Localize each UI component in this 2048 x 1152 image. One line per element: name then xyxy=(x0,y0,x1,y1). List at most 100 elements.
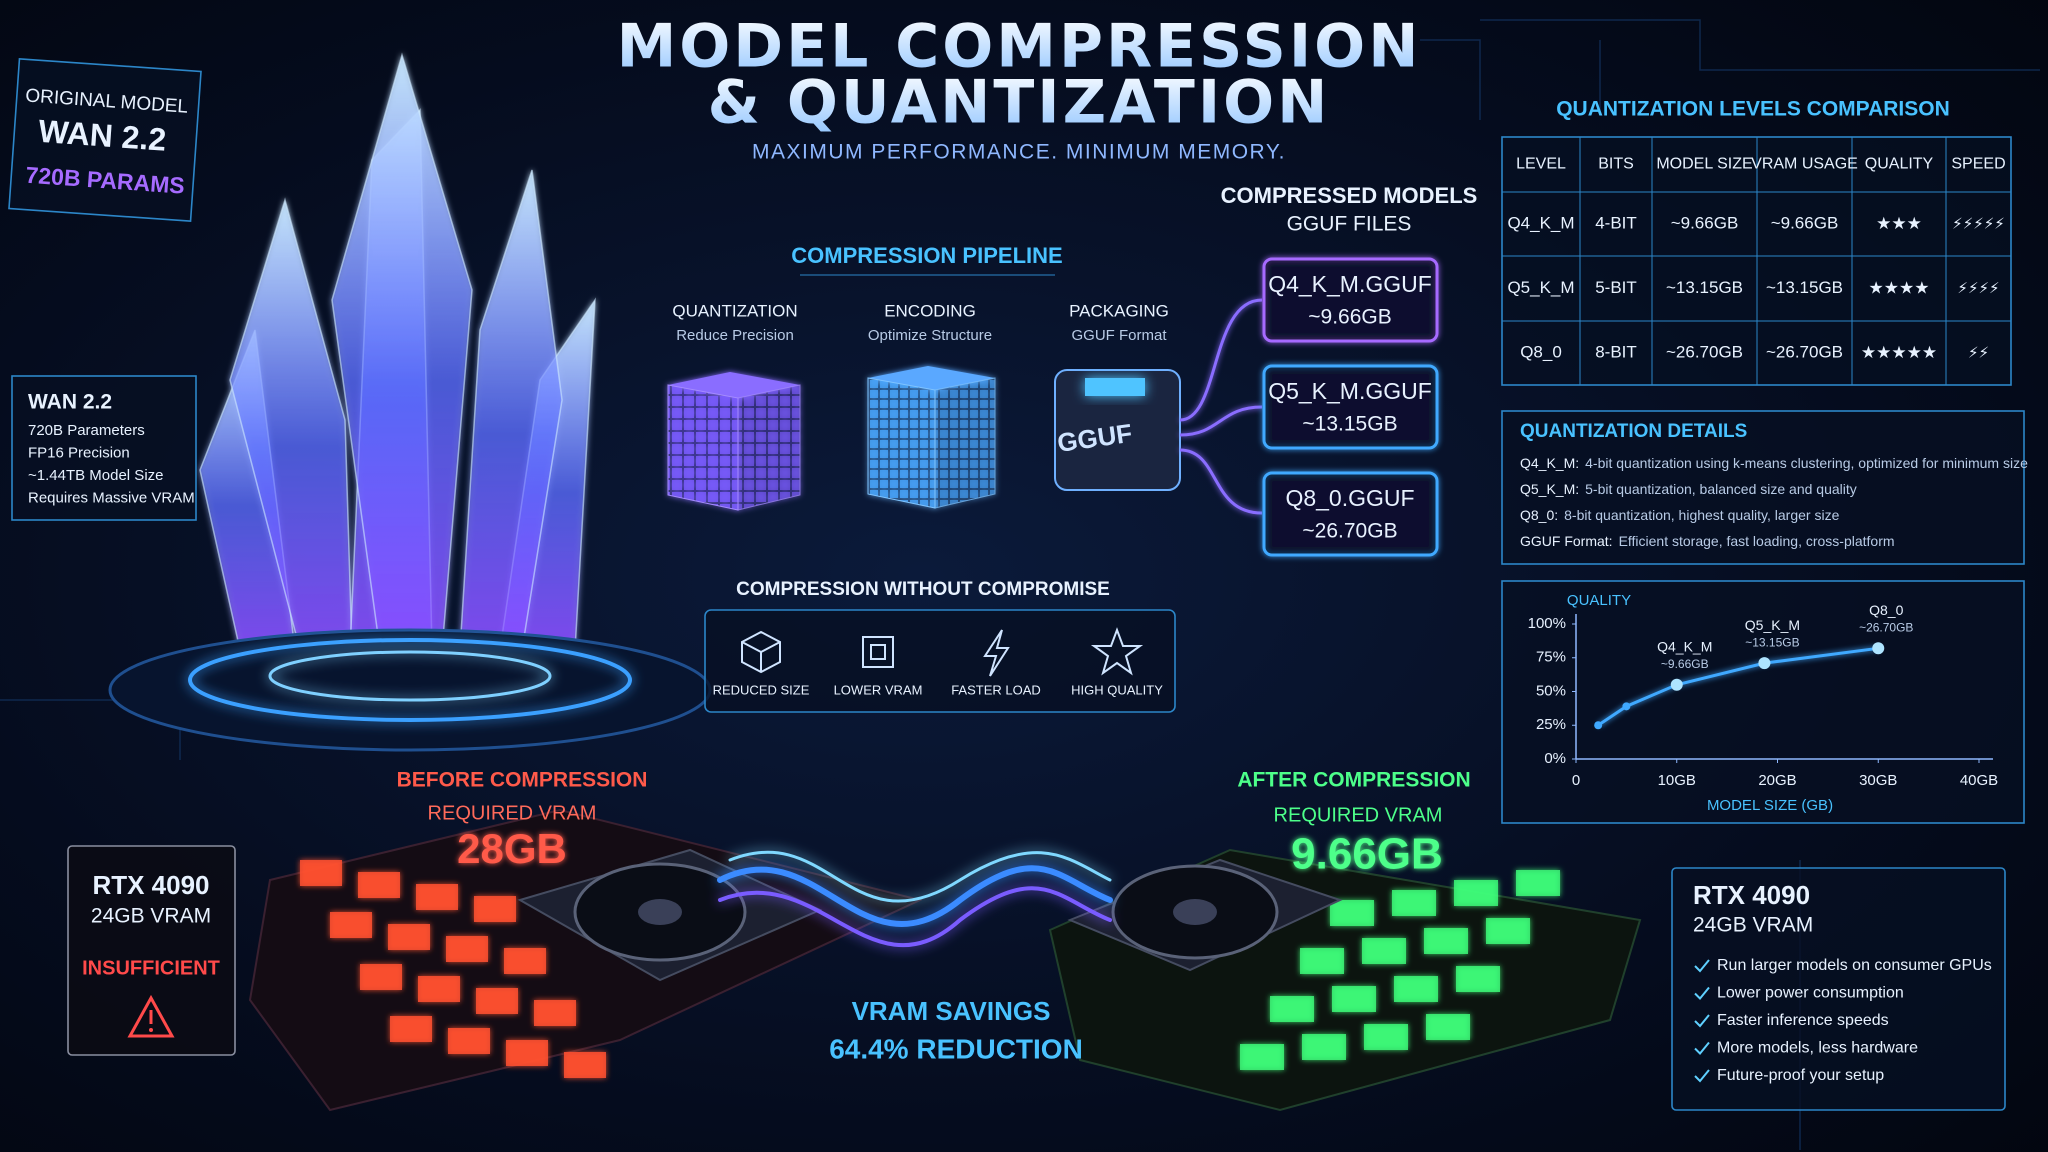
step-name: ENCODING xyxy=(884,301,976,320)
data-point xyxy=(1622,702,1631,711)
pipeline-graphics xyxy=(555,298,1263,515)
table-header: SPEED xyxy=(1951,156,2005,173)
table-cell: 8-BIT xyxy=(1595,342,1637,361)
before-title: BEFORE COMPRESSION xyxy=(397,769,648,792)
table-cell: Q5_K_M xyxy=(1507,278,1574,297)
check-icon xyxy=(1694,959,1710,973)
chip-decor xyxy=(300,860,342,886)
chip-decor xyxy=(1424,928,1468,954)
detail-term: Q4_K_M: xyxy=(1520,455,1579,471)
detail-line: GGUF Format: Efficient storage, fast load… xyxy=(1520,533,1895,549)
benefit-line: Run larger models on consumer GPUs xyxy=(1717,957,1992,974)
x-tick-label: 10GB xyxy=(1658,772,1696,789)
table-cell: ~9.66GB xyxy=(1671,213,1739,232)
gpu-status: INSUFFICIENT xyxy=(82,957,220,979)
file-box xyxy=(1262,364,1439,450)
chip-decor xyxy=(388,924,430,950)
table-cell: ~9.66GB xyxy=(1771,213,1839,232)
gpu-name: RTX 4090 xyxy=(1693,880,1810,910)
title: MODEL COMPRESSION xyxy=(617,12,1422,82)
detail-text: Efficient storage, fast loading, cross-p… xyxy=(1619,533,1895,549)
original-model-box: ORIGINAL MODEL WAN 2.2 720B PARAMS xyxy=(8,57,202,223)
section-subtitle: GGUF FILES xyxy=(1287,213,1412,236)
chip-decor xyxy=(1486,918,1530,944)
x-tick-label: 30GB xyxy=(1859,772,1897,789)
model-info-box: WAN 2.2 720B Parameters FP16 Precision ~1.… xyxy=(11,375,197,521)
y-tick-label: 75% xyxy=(1536,649,1566,666)
file-name: Q8_0.GGUF xyxy=(1285,485,1414,511)
chip-decor xyxy=(506,1040,548,1066)
check-icon xyxy=(1694,1041,1710,1055)
subtitle: MAXIMUM PERFORMANCE. MINIMUM MEMORY. xyxy=(752,141,1286,164)
chip-decor xyxy=(390,1016,432,1042)
benefit-line: Faster inference speeds xyxy=(1717,1012,1889,1029)
chip-decor xyxy=(534,1000,576,1026)
details-title: QUANTIZATION DETAILS xyxy=(1520,421,1747,442)
x-tick-label: 40GB xyxy=(1960,772,1998,789)
benefit-line: Lower power consumption xyxy=(1717,985,1904,1002)
table-cell: ~26.70GB xyxy=(1666,342,1743,361)
y-tick-label: 50% xyxy=(1536,682,1566,699)
file-name: Q4_K_M.GGUF xyxy=(1268,271,1432,297)
crystal xyxy=(199,52,596,651)
table-cell: Q4_K_M xyxy=(1507,213,1574,232)
table-cell: ⚡⚡ xyxy=(1968,344,1989,362)
chip-decor xyxy=(564,1052,606,1078)
benefit-label: HIGH QUALITY xyxy=(1071,682,1163,697)
step-description: Reduce Precision xyxy=(676,327,794,344)
step-name: PACKAGING xyxy=(1069,301,1169,320)
chip-decor xyxy=(1240,1044,1284,1070)
step-description: Optimize Structure xyxy=(868,327,992,344)
table-header: MODEL SIZE xyxy=(1656,156,1752,173)
table-cell: ⚡⚡⚡⚡⚡ xyxy=(1952,215,2005,233)
point-label: Q5_K_M xyxy=(1745,617,1800,633)
table-title: QUANTIZATION LEVELS COMPARISON xyxy=(1556,98,1950,121)
detail-line: Q5_K_M: 5-bit quantization, balanced size… xyxy=(1520,481,1857,497)
benefit-line: More models, less hardware xyxy=(1717,1040,1918,1057)
info-line: Requires Massive VRAM xyxy=(28,489,195,506)
file-size: ~9.66GB xyxy=(1308,306,1391,329)
gpu-name: RTX 4090 xyxy=(92,870,209,900)
table-header: QUALITY xyxy=(1865,156,1934,173)
after-value: 9.66GB xyxy=(1291,830,1443,879)
table-cell: Q8_0 xyxy=(1520,342,1562,361)
point-label: Q8_0 xyxy=(1869,602,1903,618)
chip-decor xyxy=(418,976,460,1002)
gpu-vram: 24GB VRAM xyxy=(91,905,211,928)
after-title: AFTER COMPRESSION xyxy=(1237,769,1470,792)
info-line: 720B Parameters xyxy=(28,422,145,439)
benefit-label: LOWER VRAM xyxy=(834,682,923,697)
table-cell: 5-BIT xyxy=(1595,278,1637,297)
benefit-icons xyxy=(741,627,1144,677)
detail-term: Q5_K_M: xyxy=(1520,481,1579,497)
chip-decor xyxy=(1300,948,1344,974)
table-cell: ★★★★ xyxy=(1869,279,1930,299)
details-box xyxy=(1501,410,2025,565)
y-axis-label: QUALITY xyxy=(1567,592,1631,609)
file-size: ~13.15GB xyxy=(1302,413,1397,436)
data-point xyxy=(1594,721,1603,730)
detail-text: 8-bit quantization, highest quality, lar… xyxy=(1564,507,1839,523)
gpu-vram: 24GB VRAM xyxy=(1693,914,1813,937)
section-title: COMPRESSION WITHOUT COMPROMISE xyxy=(736,579,1110,600)
step-description: GGUF Format xyxy=(1071,327,1167,344)
platform xyxy=(108,628,712,752)
file-name: Q5_K_M.GGUF xyxy=(1268,378,1432,404)
x-axis-label: MODEL SIZE (GB) xyxy=(1707,797,1833,814)
info-title: WAN 2.2 xyxy=(28,391,112,414)
gpu-before-graphic xyxy=(248,808,923,1112)
detail-term: GGUF Format: xyxy=(1520,533,1613,549)
before-value: 28GB xyxy=(457,825,567,872)
chip-decor xyxy=(1330,900,1374,926)
savings-title: VRAM SAVINGS xyxy=(852,996,1051,1026)
chart-box xyxy=(1501,580,2025,824)
chip-decor xyxy=(1364,1024,1408,1050)
file-box xyxy=(1262,257,1439,343)
chip-decor xyxy=(1456,966,1500,992)
chip-decor xyxy=(1426,1014,1470,1040)
chip-decor xyxy=(1516,870,1560,896)
chip-decor xyxy=(1332,986,1376,1012)
chip-decor xyxy=(1362,938,1406,964)
data-wave xyxy=(717,850,1113,947)
